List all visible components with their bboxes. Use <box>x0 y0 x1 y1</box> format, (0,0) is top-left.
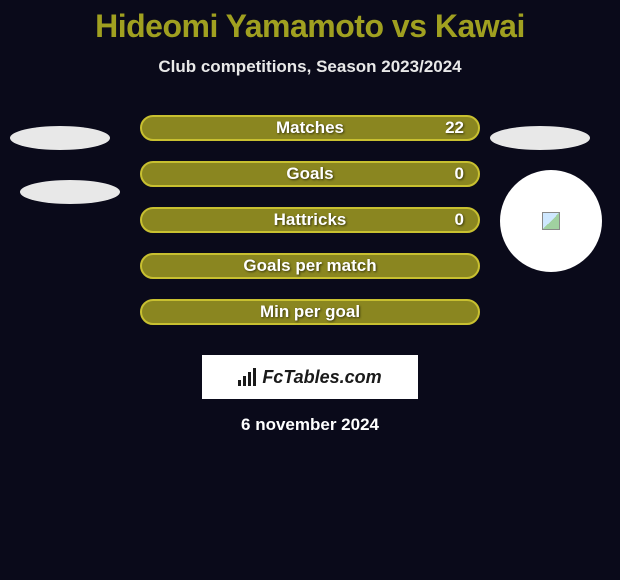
stat-row-goals-per-match: Goals per match <box>0 253 620 299</box>
stat-bar: Min per goal <box>140 299 480 325</box>
stat-label: Hattricks <box>274 210 347 230</box>
date-label: 6 november 2024 <box>0 415 620 435</box>
stat-bar: Goals per match <box>140 253 480 279</box>
main-container: Hideomi Yamamoto vs Kawai Club competiti… <box>0 0 620 435</box>
logo-text: FcTables.com <box>262 367 381 388</box>
stat-label: Min per goal <box>260 302 360 322</box>
logo-bars-icon <box>238 368 256 386</box>
stat-row-hattricks: Hattricks 0 <box>0 207 620 253</box>
stat-bar: Hattricks 0 <box>140 207 480 233</box>
stat-row-min-per-goal: Min per goal <box>0 299 620 345</box>
stat-label: Goals <box>286 164 333 184</box>
stat-value: 0 <box>455 210 464 230</box>
stat-bar: Matches 22 <box>140 115 480 141</box>
stat-label: Matches <box>276 118 344 138</box>
stat-row-goals: Goals 0 <box>0 161 620 207</box>
stat-label: Goals per match <box>243 256 376 276</box>
stat-value: 0 <box>455 164 464 184</box>
page-title: Hideomi Yamamoto vs Kawai <box>0 8 620 45</box>
logo-box: FcTables.com <box>202 355 418 399</box>
subtitle: Club competitions, Season 2023/2024 <box>0 57 620 77</box>
stat-row-matches: Matches 22 <box>0 115 620 161</box>
stat-bar: Goals 0 <box>140 161 480 187</box>
stat-value: 22 <box>445 118 464 138</box>
